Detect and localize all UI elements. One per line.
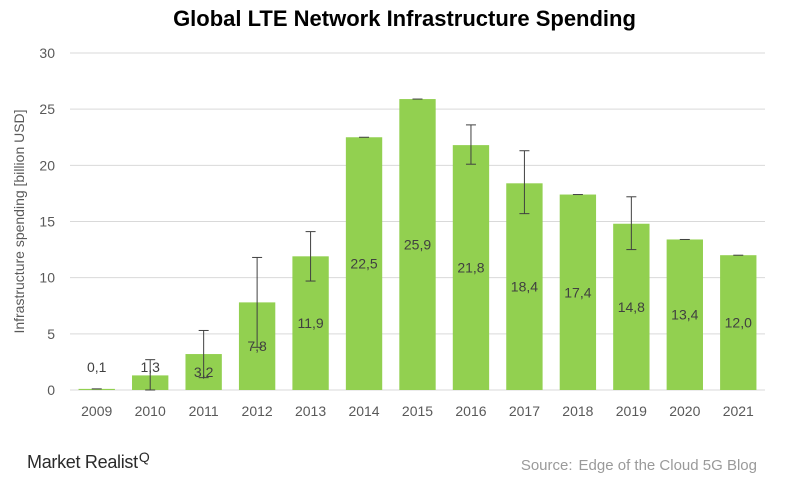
y-tick-label: 10 (39, 270, 55, 286)
y-tick-label: 5 (47, 326, 55, 342)
x-tick-label: 2011 (189, 403, 219, 419)
data-label: 0,1 (87, 359, 107, 375)
y-tick-label: 20 (39, 157, 55, 173)
brand-mark-icon: Q (138, 449, 150, 465)
bar (399, 99, 436, 390)
bar (559, 194, 597, 390)
x-tick-label: 2012 (242, 403, 273, 419)
x-tick-label: 2013 (295, 403, 326, 419)
source-label: Source: (520, 457, 573, 474)
y-tick-label: 25 (39, 101, 55, 117)
bar (78, 388, 115, 390)
bar (345, 137, 383, 390)
data-label: 11,9 (297, 315, 323, 331)
y-tick-label: 0 (47, 382, 55, 398)
x-tick-label: 2009 (81, 403, 112, 419)
bar (666, 239, 703, 390)
x-tick-label: 2019 (616, 403, 647, 419)
x-tick-label: 2018 (562, 403, 593, 419)
x-tick-label: 2020 (669, 403, 700, 419)
bar (506, 183, 543, 390)
y-tick-label: 30 (39, 45, 55, 61)
x-tick-label: 2010 (135, 403, 166, 419)
data-label: 12,0 (725, 315, 752, 331)
data-label: 18,4 (511, 279, 538, 295)
data-label: 17,4 (564, 284, 591, 300)
chart-title: Global LTE Network Infrastructure Spendi… (173, 6, 636, 31)
bar (613, 223, 650, 390)
source-note: Source: Edge of the Cloud 5G Blog (521, 457, 757, 474)
bar (720, 255, 757, 390)
brand-name: Market Realist (27, 452, 138, 472)
data-label: 21,8 (457, 260, 484, 276)
x-tick-label: 2017 (509, 403, 540, 419)
data-label: 13,4 (671, 307, 698, 323)
x-tick-label: 2015 (402, 403, 433, 419)
data-label: 25,9 (404, 237, 431, 253)
data-label: 3,2 (194, 364, 214, 380)
x-tick-label: 2021 (723, 403, 754, 419)
data-label: 1,3 (140, 359, 160, 375)
data-label: 22,5 (350, 256, 377, 272)
brand-logo: Market RealistQ (27, 449, 150, 473)
source-text: Edge of the Cloud 5G Blog (578, 457, 757, 474)
x-tick-label: 2014 (348, 403, 379, 419)
data-label: 7,8 (247, 338, 267, 354)
y-tick-label: 15 (39, 214, 55, 230)
bar (452, 145, 490, 390)
x-tick-label: 2016 (455, 403, 486, 419)
data-label: 14,8 (618, 299, 645, 315)
y-axis-label: Infrastructure spending [billion USD] (11, 109, 27, 333)
